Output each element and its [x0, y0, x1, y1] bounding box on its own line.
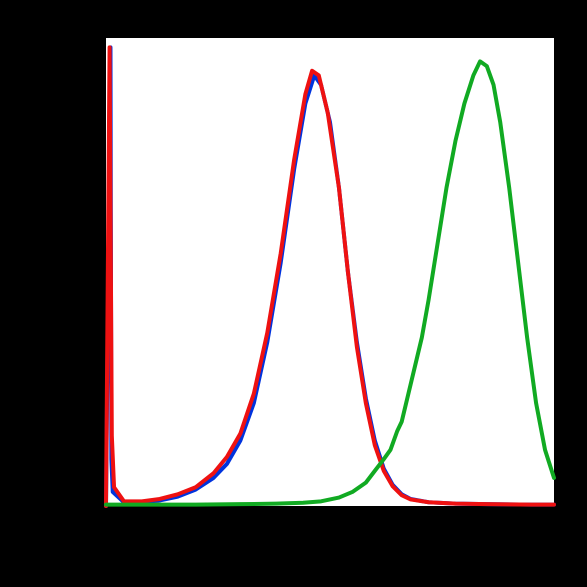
y-tick [98, 224, 106, 226]
plot-area [106, 38, 554, 506]
y-tick [98, 84, 106, 86]
series-red [106, 47, 554, 506]
y-tick [98, 131, 106, 133]
y-tick [98, 365, 106, 367]
y-tick [98, 318, 106, 320]
y-tick [98, 177, 106, 179]
y-tick [98, 271, 106, 273]
histogram-curves [106, 38, 554, 506]
y-tick [98, 37, 106, 39]
